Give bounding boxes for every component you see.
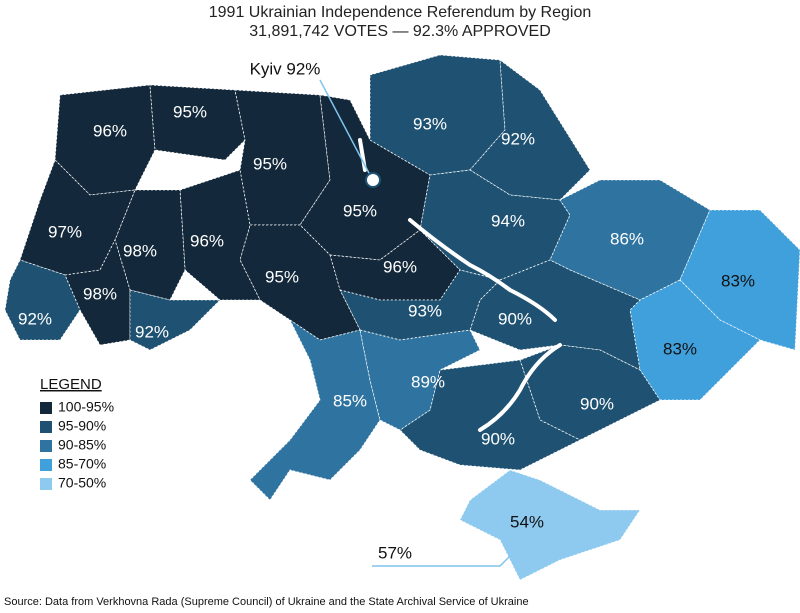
legend-label: 85-70% (58, 456, 106, 472)
region (329, 229, 461, 301)
region-label: 83% (663, 339, 697, 358)
region-label: 85% (333, 391, 367, 410)
legend-title: LEGEND (40, 376, 102, 393)
region-label: 96% (383, 257, 417, 276)
source: Source: Data from Verkhovna Rada (Suprem… (4, 596, 529, 608)
region-label: 98% (123, 241, 157, 260)
region (679, 209, 800, 351)
sevastopol-leader (372, 555, 511, 567)
title: 1991 Ukrainian Independence Referendum b… (209, 4, 591, 21)
legend-swatch (40, 459, 52, 471)
region (629, 279, 761, 401)
region-label: 95% (343, 201, 377, 220)
region-label: 98% (83, 284, 117, 303)
legend-label: 95-90% (58, 418, 106, 434)
region-label: 95% (173, 102, 207, 121)
legend: 100-95% 95-90% 90-85% 85-70% 70-50% (40, 399, 114, 491)
legend-label: 100-95% (58, 399, 114, 415)
region-label: 92% (18, 309, 52, 328)
region-label: 86% (610, 229, 644, 248)
region (19, 159, 136, 276)
region (149, 84, 246, 161)
river (478, 343, 562, 432)
legend-swatch (40, 402, 52, 414)
kyiv-label: Kyiv 92% (250, 59, 321, 78)
kyiv-leader (319, 79, 371, 176)
legend-swatch (40, 478, 52, 490)
region (249, 318, 381, 501)
region-label: 90% (580, 394, 614, 413)
river (408, 218, 557, 322)
region-label: 83% (721, 271, 755, 290)
region (419, 169, 571, 281)
region-label: 95% (265, 267, 299, 286)
region (179, 169, 261, 301)
region (359, 329, 481, 431)
region-label: 54% (510, 512, 544, 531)
legend-swatch (40, 421, 52, 433)
region-label: 90% (481, 429, 515, 448)
region-label: 93% (413, 114, 447, 133)
region (4, 259, 81, 341)
region (459, 469, 641, 581)
subtitle: 31,891,742 VOTES — 92.3% APPROVED (249, 23, 551, 40)
region-label: 96% (190, 231, 224, 250)
region-label: 96% (93, 121, 127, 140)
region-label: 92% (135, 322, 169, 341)
region-label: 90% (498, 309, 532, 328)
region-label: 94% (491, 211, 525, 230)
region-label: 93% (408, 301, 442, 320)
legend-label: 70-50% (58, 475, 106, 491)
legend-swatch (40, 440, 52, 452)
kyiv-marker (365, 172, 381, 188)
region-label: 95% (253, 154, 287, 173)
region-label: 97% (48, 222, 82, 241)
region (64, 238, 131, 346)
regions (4, 54, 800, 581)
region (129, 289, 221, 351)
region-label: 89% (411, 372, 445, 391)
labels: 96% 95% 95% 95% 93% 92% 94% 86% 83% 83% 90% 90% 90% 9… (18, 102, 755, 531)
legend-label: 90-85% (58, 437, 106, 453)
region (469, 59, 591, 201)
sevastopol-label: 57% (378, 543, 412, 562)
region-label: 92% (501, 129, 535, 148)
